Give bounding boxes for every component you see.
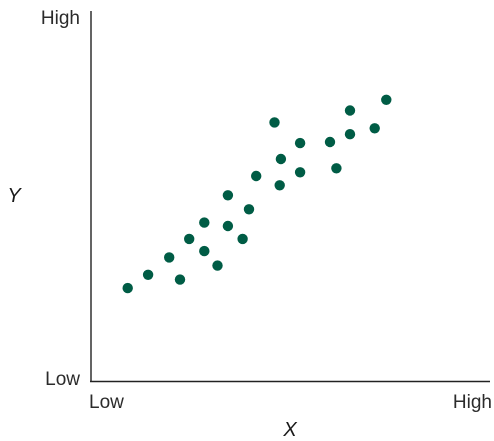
- data-point: [174, 274, 186, 285]
- data-point: [294, 167, 306, 178]
- data-point: [331, 163, 342, 174]
- data-point: [274, 180, 285, 191]
- data-point: [212, 260, 223, 271]
- data-point: [294, 137, 306, 149]
- y-tick-low: Low: [45, 369, 80, 390]
- data-point: [269, 117, 280, 128]
- data-point: [237, 233, 248, 245]
- data-point: [142, 269, 154, 280]
- data-point: [222, 220, 234, 232]
- data-point: [381, 94, 392, 106]
- data-point: [199, 217, 210, 228]
- data-point: [222, 190, 234, 201]
- data-point: [344, 129, 356, 140]
- data-point: [275, 153, 287, 165]
- x-tick-high: High: [453, 392, 492, 413]
- data-point: [184, 233, 195, 245]
- y-tick-high: High: [41, 8, 80, 29]
- y-axis-label: Y: [7, 185, 22, 207]
- data-points: [122, 94, 392, 294]
- data-point: [122, 282, 133, 294]
- data-point: [369, 123, 380, 134]
- data-point: [344, 105, 356, 116]
- data-point: [199, 245, 210, 257]
- x-tick-low: Low: [89, 392, 124, 413]
- data-point: [324, 136, 336, 148]
- x-axis-label: X: [282, 419, 297, 441]
- data-point: [251, 170, 262, 182]
- data-point: [164, 252, 175, 263]
- data-point: [243, 204, 255, 215]
